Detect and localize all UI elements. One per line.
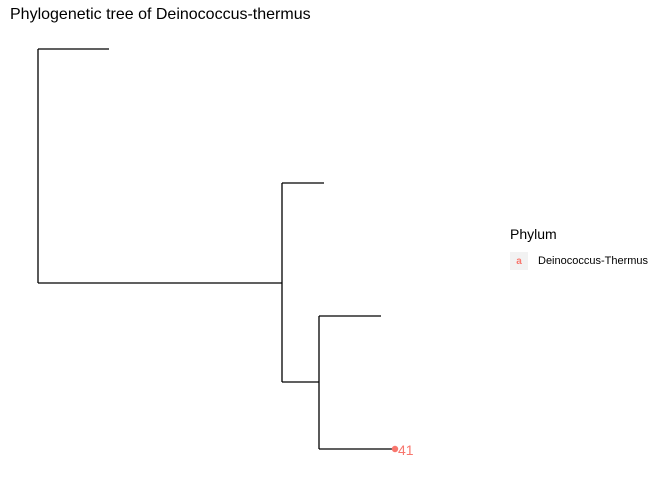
legend-key-glyph: a <box>516 255 522 267</box>
tip-label: 41 <box>398 442 414 458</box>
legend-item: a Deinococcus-Thermus <box>510 252 648 270</box>
plot-title: Phylogenetic tree of Deinococcus-thermus <box>10 6 311 23</box>
tree-branches <box>37 48 395 450</box>
legend-item-label: Deinococcus-Thermus <box>538 255 649 267</box>
legend: Phylum a Deinococcus-Thermus <box>510 226 648 270</box>
legend-key: a <box>510 252 528 270</box>
legend-title: Phylum <box>510 226 557 242</box>
tip-point <box>391 445 399 453</box>
tip-annotations: 41 <box>391 442 414 458</box>
